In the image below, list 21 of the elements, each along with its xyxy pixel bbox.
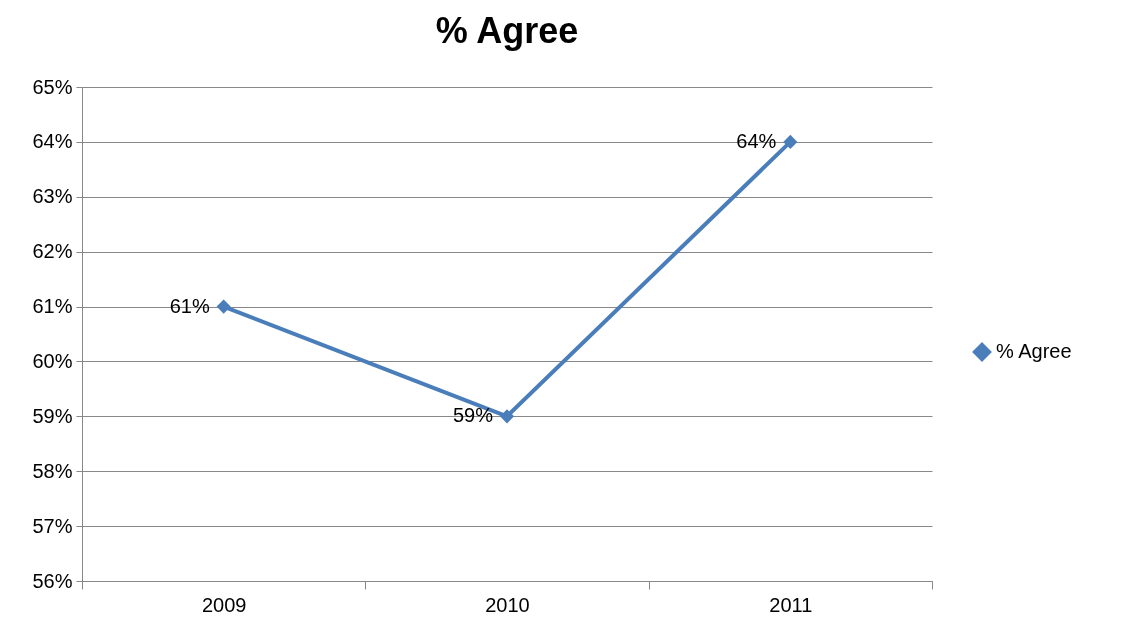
- y-tick-label: 57%: [32, 514, 73, 537]
- y-tick-label: 64%: [32, 130, 73, 153]
- data-label: 64%: [736, 129, 777, 152]
- data-label: 59%: [452, 404, 494, 427]
- y-tick-label: 65%: [32, 75, 73, 98]
- x-tick-label: 2009: [201, 593, 247, 616]
- y-tick-label: 58%: [32, 459, 73, 482]
- point: [499, 409, 515, 424]
- y-tick-label: 63%: [32, 185, 73, 208]
- y-tick-label: 61%: [32, 295, 73, 318]
- legend-label: % Agree: [996, 340, 1072, 362]
- data-label: 61%: [169, 294, 210, 317]
- y-tick-label: 56%: [32, 569, 73, 592]
- y-tick-label: 60%: [32, 349, 73, 372]
- point: [783, 134, 798, 149]
- y-tick-label: 62%: [32, 240, 73, 263]
- chart-title: % Agree: [435, 10, 579, 51]
- y-tick-label: 59%: [32, 404, 73, 427]
- point: [216, 299, 231, 314]
- x-tick-label: 2011: [769, 593, 813, 616]
- x-tick-label: 2010: [485, 593, 530, 616]
